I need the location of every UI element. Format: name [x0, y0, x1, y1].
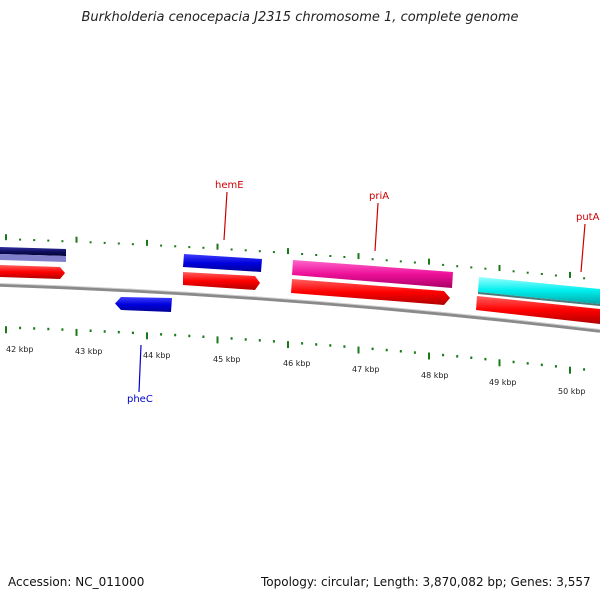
map-title: Burkholderia cenocepacia J2315 chromosom…: [81, 10, 519, 25]
gene-label-priA[interactable]: priA: [369, 191, 389, 202]
ruler-label: 50 kbp: [558, 387, 586, 396]
gene-feature-red-putA[interactable]: [476, 296, 600, 324]
pheC-leader: [138, 344, 142, 393]
ruler-label: 42 kbp: [6, 345, 34, 354]
gene-feature-putA-shadow: [478, 292, 600, 306]
gene-label-putA[interactable]: putA: [576, 212, 600, 223]
ruler-label: 46 kbp: [283, 359, 311, 368]
gene-feature-navy[interactable]: [0, 247, 66, 256]
hemE-leader: [223, 191, 228, 241]
gene-feature-putA[interactable]: [478, 277, 600, 304]
outer-tick-row: [5, 234, 586, 280]
ruler-label: 44 kbp: [143, 351, 171, 360]
priA-leader: [374, 202, 379, 252]
ruler-label: 48 kbp: [421, 371, 449, 380]
ruler-label: 47 kbp: [352, 365, 380, 374]
gene-feature-red-hemE[interactable]: [183, 272, 260, 290]
ruler-label: 43 kbp: [75, 347, 103, 356]
gene-label-leaders: [138, 191, 586, 393]
inner-tick-row: [5, 326, 586, 374]
ruler-label: 45 kbp: [213, 355, 241, 364]
gene-label-pheC[interactable]: pheC: [127, 394, 153, 405]
gene-feature-red-priA[interactable]: [291, 279, 450, 305]
genome-summary-text: Topology: circular; Length: 3,870,082 bp…: [261, 575, 591, 589]
putA-leader: [580, 223, 586, 273]
gene-feature-pheC[interactable]: [115, 297, 172, 312]
ruler-labels: 42 kbp 43 kbp 44 kbp 45 kbp 46 kbp 47 kbp 48 k…: [6, 345, 586, 396]
gene-feature-red-left[interactable]: [0, 265, 65, 279]
chromosome-backbone: [0, 283, 600, 333]
accession-text: Accession: NC_011000: [8, 575, 145, 589]
gene-feature-hemE[interactable]: [183, 254, 262, 272]
gene-label-hemE[interactable]: hemE: [215, 180, 244, 191]
gene-feature-priA[interactable]: [292, 260, 453, 288]
ruler-label: 49 kbp: [489, 378, 517, 387]
gene-feature-lavender[interactable]: [0, 254, 66, 262]
gene-features: [0, 247, 600, 324]
